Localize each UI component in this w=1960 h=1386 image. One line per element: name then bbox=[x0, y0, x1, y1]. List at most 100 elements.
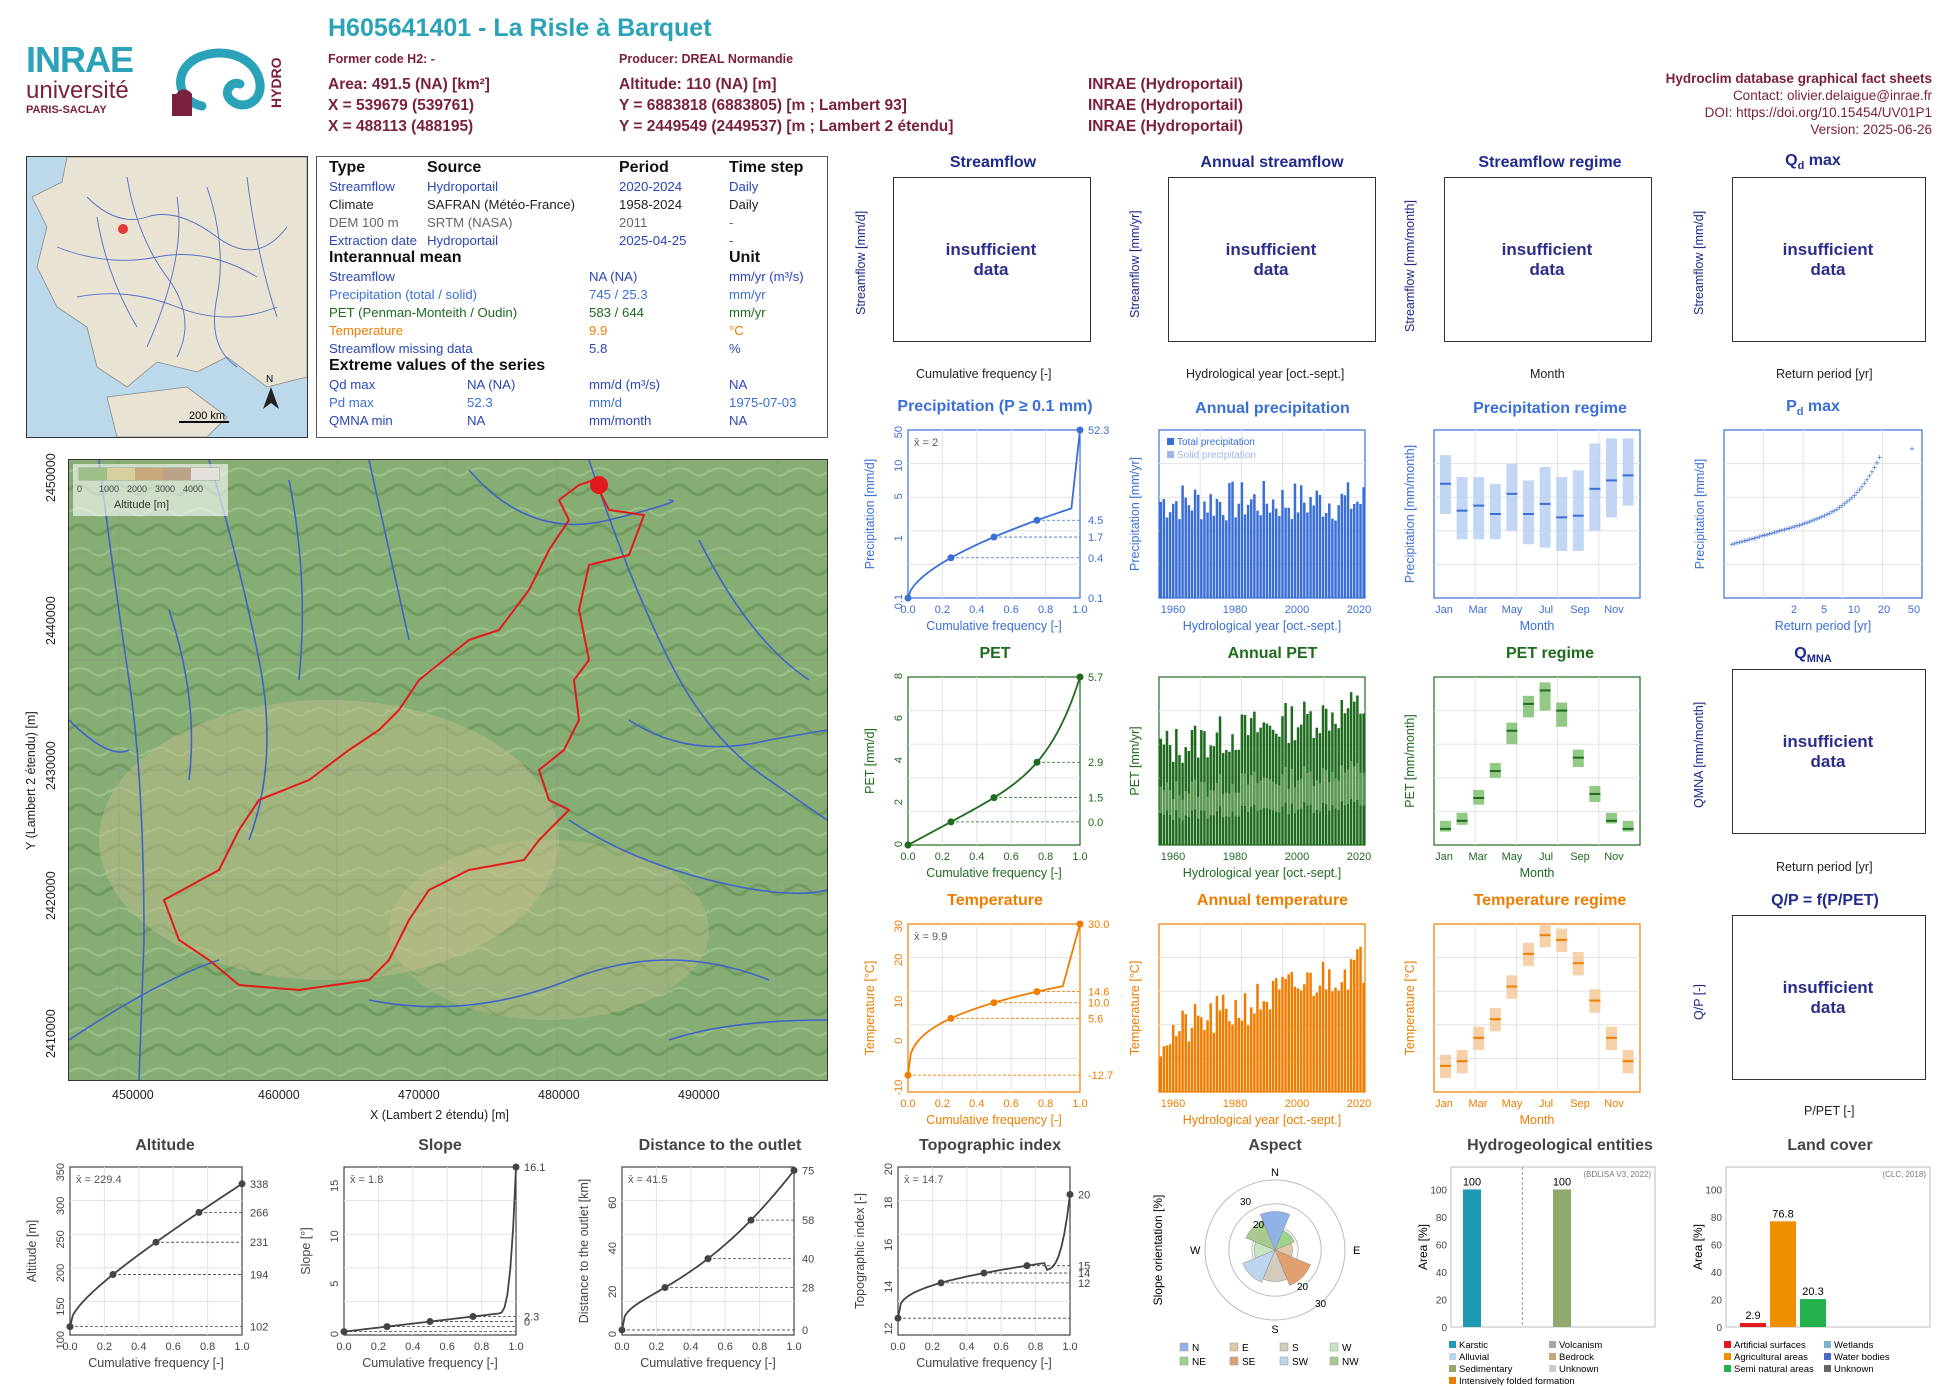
pdmax-point: + bbox=[1842, 499, 1847, 509]
legend-label: Solid precipitation bbox=[1177, 450, 1256, 461]
annual-bar bbox=[1250, 499, 1253, 598]
annual-bar bbox=[1296, 988, 1300, 1092]
compass-s: S bbox=[1271, 1324, 1278, 1336]
x-tick: 0.0 bbox=[900, 851, 915, 863]
pdmax-point: + bbox=[1797, 520, 1802, 530]
extreme-date: 1975-07-03 bbox=[729, 395, 797, 410]
x-tick: Nov bbox=[1604, 604, 1624, 616]
x-tick: 1.0 bbox=[1072, 851, 1087, 863]
legend-swatch bbox=[1449, 1377, 1456, 1384]
annual-bar bbox=[1318, 494, 1322, 598]
ring-label: 20 bbox=[1297, 1282, 1309, 1293]
legend-label: Unknown bbox=[1559, 1364, 1599, 1375]
annual-bar-inner bbox=[1318, 783, 1322, 812]
annual-bar bbox=[1178, 519, 1181, 598]
annual-bar-inner bbox=[1334, 778, 1337, 809]
pdmax-point: + bbox=[1847, 495, 1852, 505]
annual-bar bbox=[1359, 503, 1362, 598]
legend-label: Intensively folded formation bbox=[1459, 1376, 1575, 1385]
mean-name: Streamflow bbox=[329, 269, 395, 284]
aspect-legend-swatch bbox=[1229, 1342, 1239, 1352]
pdmax-point: + bbox=[1772, 528, 1777, 538]
qp-msg: insufficient data bbox=[1782, 978, 1874, 1017]
x-axis-label: Cumulative frequency [-] bbox=[916, 1356, 1051, 1370]
annual-bar-inner bbox=[1290, 768, 1294, 804]
annual-bar bbox=[1274, 508, 1278, 598]
annual-bar bbox=[1225, 520, 1228, 598]
y-tick: 60 bbox=[1436, 1240, 1448, 1251]
pdmax-point: + bbox=[1822, 511, 1827, 521]
pdmax-point: + bbox=[1729, 540, 1734, 550]
y-tick: 8 bbox=[893, 673, 905, 679]
qd-max-msg: insufficient data bbox=[1782, 240, 1874, 279]
annual-bar bbox=[1309, 972, 1312, 1092]
pdmax-point: + bbox=[1752, 533, 1757, 543]
x-tick: May bbox=[1502, 1098, 1523, 1110]
right-tick: 2.3 bbox=[524, 1312, 539, 1324]
legend-swatch bbox=[1824, 1341, 1831, 1348]
big-map-ytick: 2430000 bbox=[44, 741, 58, 790]
logo-inrae-text: INRAE bbox=[26, 39, 134, 80]
annual-bar-inner bbox=[1246, 784, 1250, 813]
annual-bar-inner bbox=[1253, 771, 1256, 805]
pdmax-point: + bbox=[1872, 463, 1877, 473]
bar-value-label: 76.8 bbox=[1772, 1208, 1793, 1220]
right-tick: 20 bbox=[1078, 1189, 1090, 1201]
x-tick: 0.0 bbox=[890, 1341, 905, 1353]
x-tick: May bbox=[1502, 604, 1523, 616]
y-tick: 200 bbox=[55, 1264, 67, 1282]
plot-frame bbox=[897, 1166, 1071, 1336]
y-tick: 100 bbox=[1430, 1185, 1447, 1196]
pdmax-point: + bbox=[1744, 535, 1749, 545]
pdmax-point: + bbox=[1792, 522, 1797, 532]
x-tick: 0.0 bbox=[62, 1341, 77, 1353]
annual-bar bbox=[1303, 502, 1306, 598]
y-axis-label: Temperature [°C] bbox=[863, 961, 877, 1056]
annual-bar bbox=[1221, 514, 1225, 598]
annual-bar bbox=[1312, 505, 1315, 598]
annual-bar bbox=[1331, 991, 1334, 1092]
annual-bar bbox=[1159, 1056, 1162, 1092]
y-axis-label: Temperature [°C] bbox=[1128, 961, 1142, 1056]
annual-precip-chart: Hydrological year [oct.-sept.] Precipitat… bbox=[1128, 429, 1371, 633]
location-map: 200 km N bbox=[26, 156, 308, 438]
annual-bar bbox=[1334, 987, 1337, 1092]
y-tick: 0 bbox=[607, 1331, 619, 1337]
annual-bar bbox=[1278, 515, 1281, 598]
right-tick: 1.7 bbox=[1088, 532, 1103, 544]
streamflow-msg: insufficient data bbox=[945, 240, 1037, 279]
right-tick: 4.5 bbox=[1088, 515, 1103, 527]
annual-bar bbox=[1324, 989, 1328, 1092]
regime-box bbox=[1539, 682, 1551, 711]
y-tick: 5 bbox=[329, 1281, 341, 1287]
altitude: Altitude: 110 (NA) [m] bbox=[619, 76, 777, 93]
source-note: (BDLISA V3, 2022) bbox=[1583, 1170, 1651, 1179]
regime-box bbox=[1489, 483, 1501, 540]
compass-e: E bbox=[1353, 1245, 1360, 1257]
annual-bar bbox=[1356, 949, 1359, 1092]
x-axis-label: Cumulative frequency [-] bbox=[362, 1356, 497, 1370]
regime-box bbox=[1440, 820, 1451, 832]
row-type: Streamflow bbox=[329, 179, 395, 194]
x-axis-label: Month bbox=[1520, 1113, 1555, 1127]
y-axis-label: Area [%] bbox=[1691, 1224, 1705, 1270]
annual-bar bbox=[1274, 978, 1278, 1092]
x-tick: 0.4 bbox=[969, 604, 984, 616]
annual-bar-inner bbox=[1299, 778, 1303, 809]
annual-bar bbox=[1193, 489, 1197, 598]
annual-bar-inner bbox=[1203, 782, 1206, 811]
annual-bar bbox=[1184, 497, 1187, 598]
annual-bar bbox=[1212, 515, 1216, 598]
aspect-legend-label: NE bbox=[1192, 1357, 1206, 1368]
annual-bar bbox=[1287, 974, 1290, 1092]
annual-bar bbox=[1168, 512, 1172, 598]
annual-bar-inner bbox=[1271, 781, 1275, 811]
x-axis-label: Cumulative frequency [-] bbox=[88, 1356, 223, 1370]
row-step: Daily bbox=[729, 197, 759, 212]
mean-unit: % bbox=[729, 341, 741, 356]
quantile-point bbox=[1076, 426, 1084, 434]
entity-bar bbox=[1800, 1299, 1826, 1327]
annual-streamflow-title: Annual streamflow bbox=[1200, 154, 1344, 171]
annual-bar bbox=[1359, 946, 1362, 1092]
x-axis-label: Month bbox=[1520, 866, 1555, 880]
